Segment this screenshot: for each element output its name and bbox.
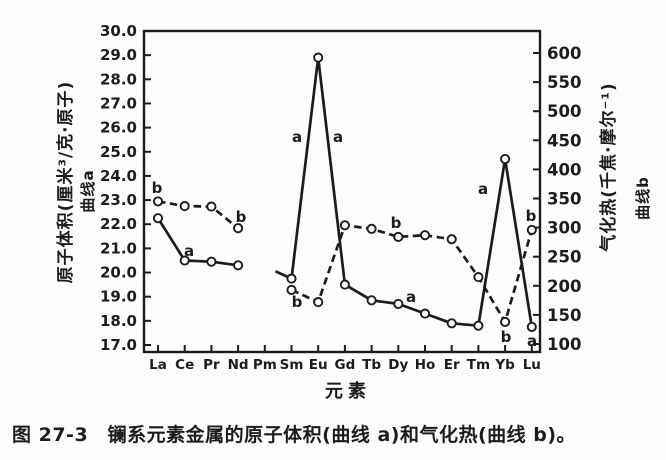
data-point-marker — [473, 272, 484, 283]
curve-letter-a: a — [333, 128, 343, 146]
right-axis-curve-b-label: 曲线b — [634, 176, 652, 220]
data-point-marker — [339, 279, 350, 290]
x-axis-tick-label: Pm — [253, 357, 277, 373]
right-axis-tick-label: 300 — [547, 219, 581, 238]
data-point-marker — [366, 223, 377, 234]
data-point-marker — [393, 231, 404, 242]
left-axis-tick-label: 17.0 — [100, 336, 137, 354]
x-axis-tick-label: Tb — [362, 357, 381, 373]
data-point-marker — [313, 297, 324, 308]
curve-letter-b: b — [501, 328, 512, 346]
left-axis-tick-label: 28.0 — [100, 70, 137, 88]
data-point-marker — [206, 201, 217, 212]
left-axis-tick-label: 30.0 — [100, 22, 137, 40]
x-axis-tick-label: Dy — [388, 357, 408, 373]
data-point-marker — [500, 153, 511, 165]
x-axis-tick-label: Sm — [280, 357, 304, 373]
figure-caption: 图 27-3 镧系元素金属的原子体积(曲线 a)和气化热(曲线 b)。 — [12, 424, 577, 446]
curve-letter-b: b — [391, 214, 402, 232]
left-axis-tick-label: 19.0 — [100, 288, 137, 306]
data-point-marker — [286, 284, 297, 295]
curve-letter-b: b — [526, 207, 537, 225]
right-axis-tick-label: 550 — [547, 73, 581, 92]
right-axis-tick-label: 200 — [547, 277, 581, 296]
x-axis-tick-label: Lu — [523, 357, 541, 373]
data-point-marker — [446, 234, 457, 245]
data-point-marker — [233, 260, 244, 271]
data-point-marker — [313, 52, 324, 63]
x-axis-tick-label: Ce — [175, 357, 194, 373]
data-point-marker — [366, 295, 377, 306]
curve-b-line — [157, 200, 239, 230]
curve-letter-b: b — [152, 179, 163, 197]
data-point-marker — [206, 256, 217, 267]
x-axis-tick-label: Ho — [415, 357, 436, 373]
data-point-marker — [393, 298, 404, 309]
left-axis-tick-label: 26.0 — [100, 119, 137, 137]
x-axis-tick-label: Er — [444, 357, 460, 373]
right-axis-title: 气化热(千焦·摩尔⁻¹) — [599, 82, 619, 252]
right-axis-tick-label: 400 — [547, 160, 581, 179]
x-axis-tick-label: Pr — [203, 357, 220, 373]
data-point-marker — [500, 316, 511, 327]
x-axis-tick-label: Yb — [494, 357, 515, 373]
data-point-marker — [179, 255, 190, 266]
plot-frame — [142, 29, 542, 354]
data-point-marker — [419, 230, 431, 241]
curve-a-line — [156, 217, 239, 267]
chart-canvas: 30.0 29.0 28.0 27.0 26.0 25.0 24.0 23.0 22.0 21.0… — [100, 22, 581, 373]
left-axis-tick-label: 24.0 — [100, 167, 137, 185]
curve-letter-b: b — [236, 208, 247, 226]
left-axis-tick-label: 23.0 — [100, 191, 137, 209]
data-point-marker — [339, 220, 350, 231]
data-point-marker — [473, 320, 484, 331]
data-point-marker — [233, 223, 244, 234]
left-axis-title: 原子体积(厘米³/克·原子) — [56, 80, 76, 284]
data-point-marker — [419, 308, 431, 319]
left-axis-tick-label: 29.0 — [100, 46, 137, 64]
left-axis-tick-label: 20.0 — [100, 264, 137, 282]
data-point-marker — [286, 273, 297, 284]
x-axis-tick-label: La — [149, 357, 167, 373]
left-axis-tick-label: 27.0 — [100, 94, 137, 112]
right-axis-tick-label: 150 — [547, 306, 581, 325]
left-axis-tick-label: 22.0 — [100, 215, 137, 233]
data-point-marker — [152, 196, 164, 207]
curve-b-line — [290, 223, 534, 324]
left-axis-tick-label: 18.0 — [100, 312, 137, 330]
curve-letter-a: a — [478, 180, 488, 198]
x-axis-tick-label: Gd — [335, 357, 356, 373]
curve-letter-a: a — [292, 128, 302, 146]
data-point-marker — [152, 213, 164, 224]
curve-letter-a: a — [527, 332, 537, 350]
curve-letter-a: a — [184, 242, 194, 260]
data-point-marker — [179, 201, 190, 212]
curve-a-line — [274, 56, 534, 328]
data-point-marker — [446, 318, 457, 329]
x-axis-tick-label: Tm — [467, 357, 490, 373]
right-axis-tick-label: 250 — [547, 248, 581, 267]
curve-letter-b: b — [292, 293, 303, 311]
data-point-marker — [526, 321, 537, 332]
data-point-marker — [526, 224, 537, 235]
x-axis-tick-label: Eu — [309, 357, 328, 373]
right-axis-tick-label: 350 — [547, 190, 581, 209]
right-axis-tick-label: 450 — [547, 131, 581, 150]
right-axis-tick-label: 600 — [547, 44, 581, 63]
right-axis-tick-label: 100 — [547, 335, 581, 354]
x-axis-tick-label: Nd — [228, 357, 249, 373]
left-axis-tick-label: 21.0 — [100, 239, 137, 257]
right-axis-tick-label: 500 — [547, 102, 581, 121]
left-axis-curve-a-label: 曲线a — [79, 169, 97, 213]
x-axis-title: 元素 — [325, 381, 371, 402]
curve-letter-a: a — [406, 288, 416, 306]
left-axis-tick-label: 25.0 — [100, 143, 137, 161]
